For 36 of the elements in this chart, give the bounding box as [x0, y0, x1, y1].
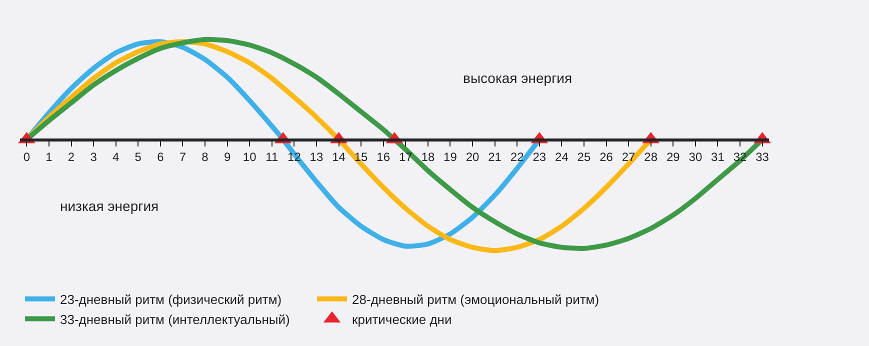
x-tick-label: 17: [398, 150, 413, 164]
x-tick-label: 24: [555, 150, 569, 164]
x-tick-label: 16: [376, 150, 390, 164]
x-tick-label: 3: [90, 150, 98, 164]
x-tick-label: 0: [23, 150, 30, 164]
x-tick-label: 19: [444, 150, 458, 164]
x-tick-label: 10: [242, 150, 257, 164]
x-tick-label: 4: [112, 150, 120, 164]
x-tick-label: 14: [332, 150, 346, 164]
annotation: высокая энергия: [463, 70, 572, 86]
x-tick-label: 7: [179, 150, 186, 164]
x-tick-label: 2: [68, 150, 75, 164]
x-tick-label: 13: [310, 150, 324, 164]
x-tick-label: 33: [756, 150, 770, 164]
legend-label: 23-дневный ритм (физический ритм): [60, 292, 282, 307]
x-tick-label: 26: [600, 150, 614, 164]
x-tick-label: 28: [644, 150, 658, 164]
x-tick-label: 5: [134, 150, 142, 164]
x-tick-label: 31: [711, 150, 725, 164]
x-tick-label: 1: [46, 150, 53, 164]
x-tick-label: 23: [532, 150, 546, 164]
x-tick-label: 20: [466, 150, 480, 164]
annotation: низкая энергия: [60, 198, 159, 214]
x-tick-label: 25: [577, 150, 591, 164]
legend-label: 28-дневный ритм (эмоциональный ритм): [352, 292, 600, 307]
x-tick-label: 6: [157, 150, 164, 164]
x-tick-label: 22: [510, 150, 524, 164]
x-tick-label: 8: [202, 150, 209, 164]
x-tick-label: 30: [688, 150, 702, 164]
x-tick-label: 18: [421, 150, 435, 164]
legend-label: критические дни: [352, 312, 452, 327]
legend-label: 33-дневный ритм (интеллектуальный): [60, 312, 290, 327]
x-tick-label: 11: [266, 150, 278, 164]
x-tick-label: 29: [666, 150, 680, 164]
x-tick-label: 21: [488, 150, 502, 164]
x-tick-label: 9: [224, 150, 231, 164]
